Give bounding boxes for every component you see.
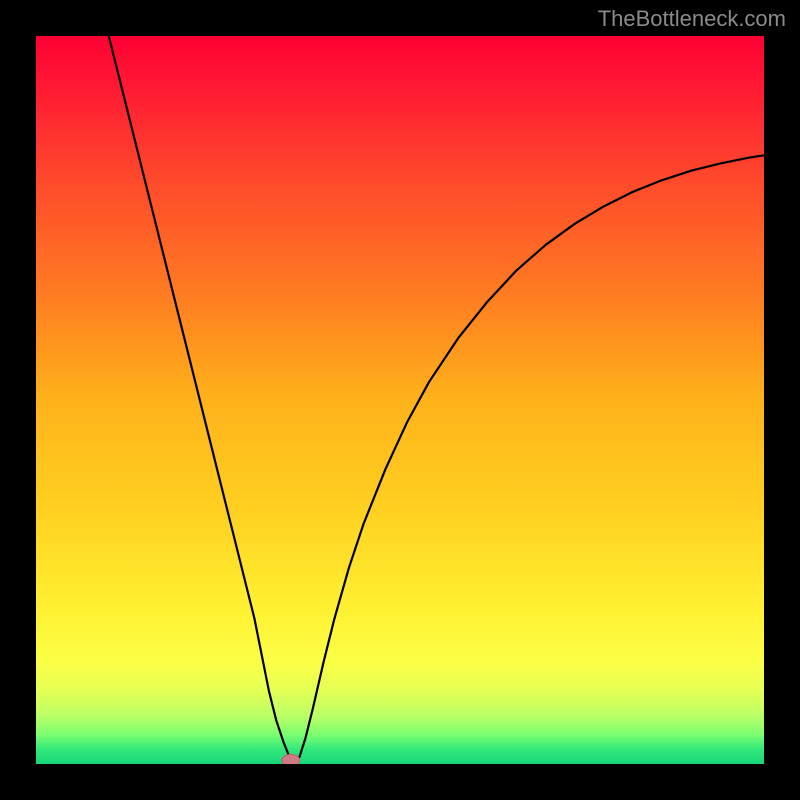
chart-svg [36,36,764,764]
watermark-text: TheBottleneck.com [598,6,786,32]
chart-background [36,36,764,764]
minimum-marker [282,754,300,764]
chart-container [36,36,764,764]
